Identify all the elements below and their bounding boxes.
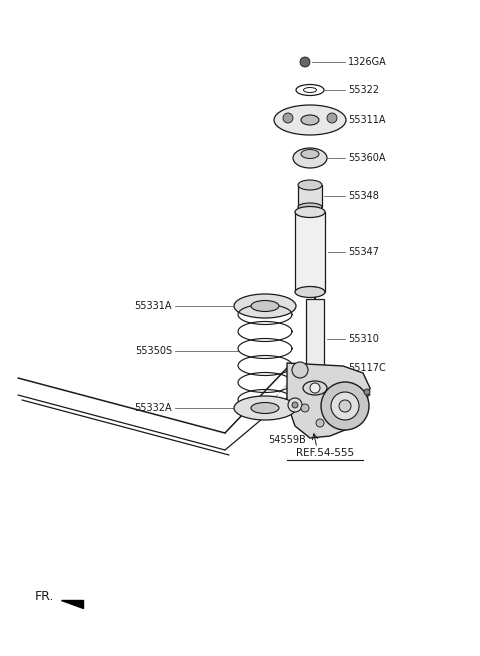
- Bar: [306, 299, 324, 388]
- Ellipse shape: [234, 294, 296, 318]
- Circle shape: [331, 392, 359, 420]
- Polygon shape: [61, 600, 83, 608]
- Text: 54559B: 54559B: [268, 435, 306, 445]
- Text: 55332A: 55332A: [134, 403, 172, 413]
- Circle shape: [327, 113, 337, 123]
- Ellipse shape: [274, 105, 346, 135]
- Text: 55322: 55322: [348, 85, 379, 95]
- Text: 55347: 55347: [348, 247, 379, 257]
- Text: 1326GA: 1326GA: [348, 57, 387, 67]
- Circle shape: [321, 382, 369, 430]
- Text: 55360A: 55360A: [348, 153, 385, 163]
- Circle shape: [288, 398, 302, 412]
- Ellipse shape: [301, 150, 319, 159]
- Text: 55310: 55310: [348, 334, 379, 344]
- Bar: [295, 212, 325, 292]
- Ellipse shape: [234, 396, 296, 420]
- Ellipse shape: [293, 148, 327, 168]
- Circle shape: [292, 402, 298, 408]
- Ellipse shape: [303, 381, 327, 395]
- Circle shape: [301, 404, 309, 412]
- Ellipse shape: [251, 403, 279, 413]
- Ellipse shape: [295, 207, 325, 218]
- Circle shape: [283, 113, 293, 123]
- Ellipse shape: [295, 287, 325, 298]
- Text: 55348: 55348: [348, 191, 379, 201]
- Text: 55117C: 55117C: [348, 363, 386, 373]
- Text: REF.54-555: REF.54-555: [296, 448, 354, 458]
- Text: FR.: FR.: [35, 590, 54, 602]
- Ellipse shape: [251, 300, 279, 312]
- Circle shape: [316, 419, 324, 427]
- Polygon shape: [287, 363, 370, 438]
- Ellipse shape: [298, 203, 322, 211]
- Circle shape: [292, 362, 308, 378]
- Text: 55311A: 55311A: [348, 115, 385, 125]
- Ellipse shape: [301, 115, 319, 125]
- Circle shape: [364, 389, 370, 395]
- Ellipse shape: [298, 180, 322, 190]
- Circle shape: [300, 57, 310, 67]
- Text: 55350S: 55350S: [135, 346, 172, 356]
- Circle shape: [339, 400, 351, 412]
- Bar: [298, 185, 322, 207]
- Circle shape: [310, 383, 320, 393]
- Text: 55331A: 55331A: [134, 301, 172, 311]
